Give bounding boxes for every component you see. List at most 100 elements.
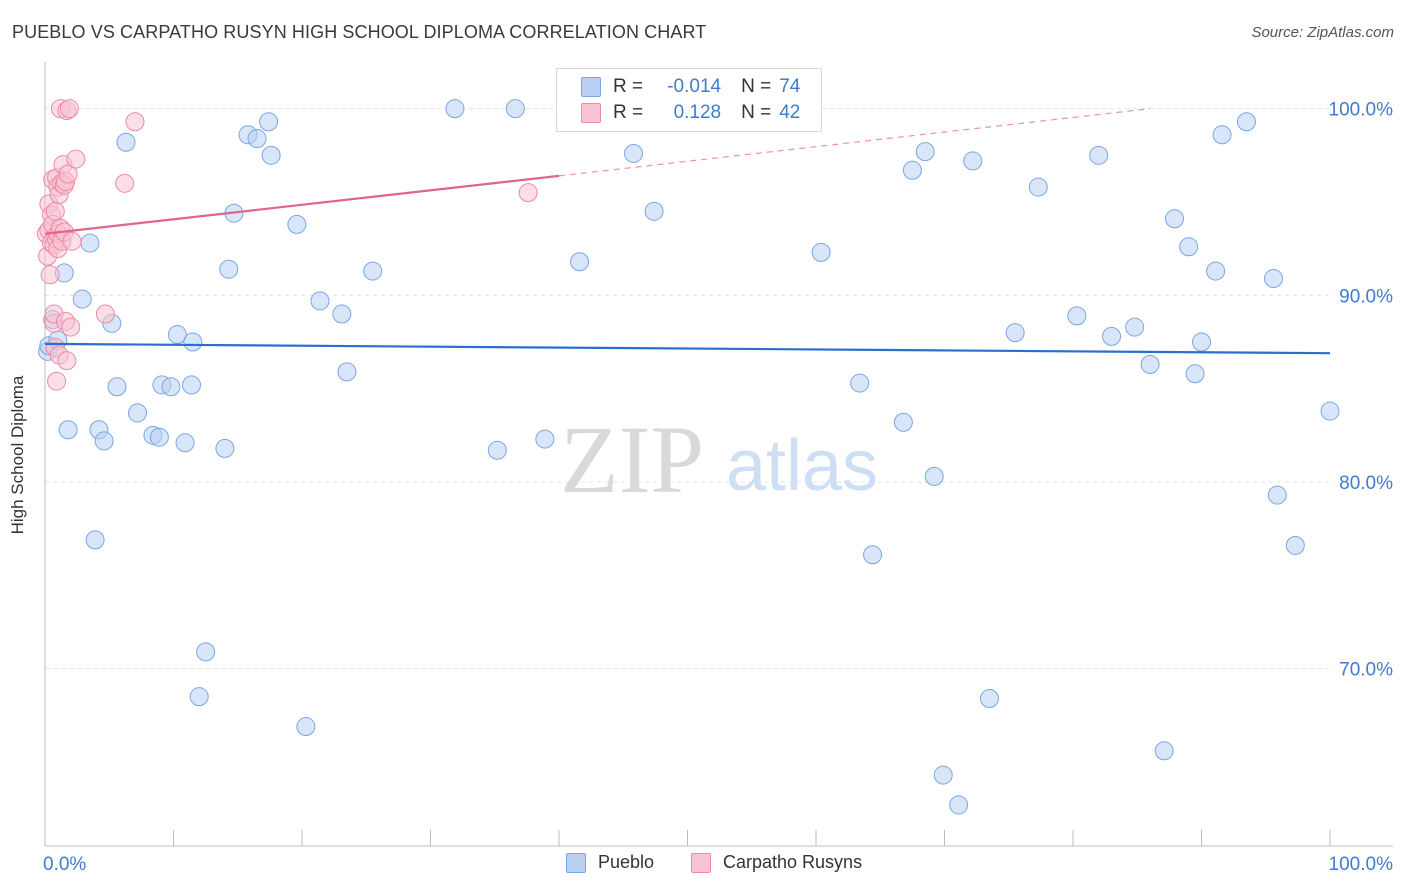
- x-tick-label: 100.0%: [1329, 854, 1394, 875]
- legend-label-rusyn: Carpatho Rusyns: [723, 852, 863, 872]
- pueblo-point: [487, 440, 507, 460]
- axes: [44, 62, 1393, 847]
- correlation-legend: R = -0.014 N = 74 R = 0.128 N = 42: [556, 68, 822, 132]
- pueblo-point: [644, 201, 664, 221]
- pueblo-point: [181, 375, 201, 395]
- pueblo-point: [915, 142, 935, 162]
- pueblo-point: [893, 412, 913, 432]
- rusyn-point: [45, 201, 65, 221]
- pueblo-point: [624, 143, 644, 163]
- pueblo-point: [1192, 332, 1211, 352]
- pueblo-point: [1179, 237, 1199, 257]
- pueblo-point: [1285, 535, 1305, 555]
- pueblo-point: [261, 145, 281, 165]
- pueblo-point: [149, 427, 169, 447]
- pueblo-point: [167, 325, 187, 345]
- chart-title: PUEBLO VS CARPATHO RUSYN HIGH SCHOOL DIP…: [12, 22, 707, 42]
- legend-row-pueblo: R = -0.014 N = 74: [581, 74, 801, 100]
- rusyn-point: [61, 317, 81, 337]
- rusyn-point: [125, 112, 145, 132]
- y-axis-label: High School Diploma: [8, 375, 27, 535]
- rusyn-trend-line: [44, 174, 560, 235]
- pueblo-point: [287, 214, 307, 234]
- rusyn-point: [58, 164, 78, 184]
- pueblo-point: [94, 431, 114, 451]
- pueblo-point: [161, 377, 181, 397]
- legend-r-value: -0.014: [667, 76, 722, 97]
- pueblo-point: [811, 242, 831, 262]
- pueblo-point: [1267, 485, 1287, 505]
- source-label: Source: ZipAtlas.com: [1251, 24, 1394, 41]
- legend-n-label: N =: [741, 102, 772, 123]
- pueblo-trend-line: [44, 342, 1331, 355]
- legend-r-value: 0.128: [673, 102, 722, 123]
- pueblo-point: [259, 112, 279, 132]
- pueblo-point: [1263, 269, 1283, 289]
- pueblo-point: [1125, 317, 1145, 337]
- pueblo-point: [58, 420, 78, 440]
- pueblo-point: [72, 289, 92, 309]
- trend-lines: [44, 108, 1331, 355]
- y-tick-label: 100.0%: [1329, 100, 1394, 121]
- pueblo-point: [1005, 323, 1025, 343]
- pueblo-point: [1236, 112, 1256, 132]
- x-tick-label: 0.0%: [43, 854, 86, 875]
- rusyn-point: [47, 371, 67, 391]
- pueblo-point: [296, 717, 316, 737]
- watermark: ZIP atlas: [560, 406, 878, 513]
- legend-n-value: 74: [779, 76, 801, 97]
- rusyn-point: [59, 99, 79, 119]
- pueblo-point: [128, 403, 148, 423]
- pueblo-point: [1185, 364, 1205, 384]
- pueblo-point: [979, 689, 999, 709]
- rusyn-point: [66, 149, 86, 169]
- pueblo-point: [80, 233, 100, 253]
- legend-r-label: R =: [613, 102, 644, 123]
- pueblo-swatch: [581, 77, 601, 97]
- pueblo-point: [219, 259, 239, 279]
- legend-r-label: R =: [613, 76, 644, 97]
- pueblo-point: [570, 252, 590, 272]
- rusyn-legend-swatch: [691, 852, 711, 873]
- rusyn-point: [62, 231, 82, 251]
- pueblo-point: [1089, 145, 1109, 165]
- rusyn-point: [518, 183, 538, 203]
- y-tick-label: 90.0%: [1339, 286, 1393, 307]
- pueblo-point: [924, 466, 944, 486]
- pueblo-point: [1165, 209, 1185, 229]
- pueblo-point: [850, 373, 870, 393]
- series-legend: Pueblo Carpatho Rusyns: [0, 852, 1406, 878]
- pueblo-point: [247, 129, 267, 149]
- pueblo-point: [107, 377, 127, 397]
- pueblo-point: [1206, 261, 1226, 281]
- pueblo-point: [963, 151, 983, 171]
- pueblo-point: [505, 99, 525, 119]
- pueblo-legend-swatch: [566, 852, 586, 873]
- pueblo-point: [902, 160, 922, 180]
- pueblo-point: [183, 332, 203, 352]
- legend-row-rusyn: R = 0.128 N = 42: [581, 100, 800, 126]
- pueblo-point: [196, 642, 216, 662]
- legend-item-rusyn: Carpatho Rusyns: [691, 852, 862, 873]
- pueblo-point: [85, 530, 105, 550]
- pueblo-point: [1154, 741, 1174, 761]
- pueblo-point: [863, 545, 883, 565]
- pueblo-point: [1102, 326, 1122, 346]
- pueblo-point: [933, 765, 953, 785]
- tick-labels: 100.0% 90.0% 80.0% 70.0% 0.0% 100.0%: [43, 100, 1393, 875]
- watermark-atlas: atlas: [726, 426, 878, 506]
- pueblo-point: [175, 433, 195, 453]
- pueblo-point: [535, 429, 555, 449]
- pueblo-point: [337, 362, 357, 382]
- pueblo-point: [215, 438, 235, 458]
- rusyn-trend-extension: [558, 108, 1151, 177]
- rusyn-point: [95, 304, 115, 324]
- pueblo-point: [1028, 177, 1048, 197]
- pueblo-point: [116, 132, 136, 152]
- watermark-zip: ZIP: [560, 406, 704, 513]
- pueblo-point: [1212, 125, 1232, 145]
- pueblo-point: [332, 304, 352, 324]
- pueblo-point: [949, 795, 969, 815]
- pueblo-point: [363, 261, 383, 281]
- pueblo-point: [1067, 306, 1087, 326]
